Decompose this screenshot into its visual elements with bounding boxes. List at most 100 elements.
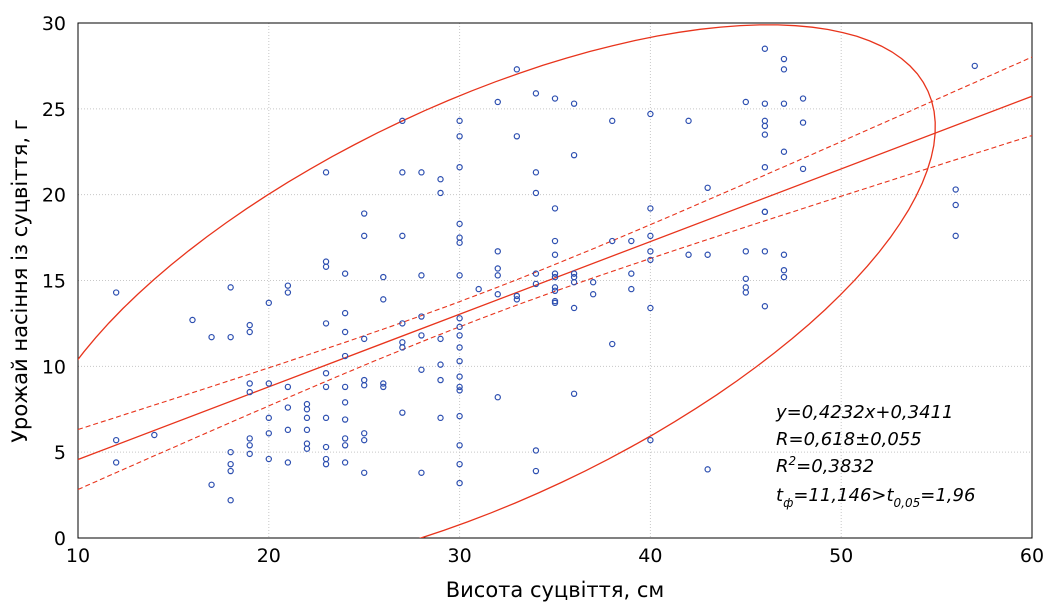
data-point [780, 55, 788, 63]
data-point [551, 237, 559, 245]
data-point [361, 469, 368, 476]
data-point [303, 445, 311, 452]
data-point [303, 406, 311, 413]
data-point [456, 332, 463, 339]
data-point [513, 133, 521, 140]
data-point [227, 448, 234, 456]
data-point [647, 436, 654, 444]
data-point [112, 436, 120, 444]
data-point [284, 426, 292, 434]
data-point [437, 376, 444, 384]
data-point [361, 232, 368, 240]
data-point [742, 275, 750, 282]
determination-coefficient: R2=0,3832 [776, 454, 874, 477]
data-point [246, 388, 253, 396]
data-point [265, 380, 272, 387]
y-tick-label: 25 [42, 99, 66, 121]
data-point [303, 414, 311, 422]
fit-lines [77, 24, 1033, 538]
data-point [532, 90, 540, 97]
confidence-band-lower [77, 134, 1033, 491]
data-point [341, 442, 349, 449]
data-point [551, 299, 559, 307]
data-point [532, 169, 540, 176]
data-point [647, 232, 654, 240]
t-critical-value: =1,96 [920, 485, 975, 506]
data-point [609, 237, 616, 245]
data-point [761, 117, 769, 125]
y-tick-label: 5 [54, 442, 66, 464]
data-point [437, 176, 444, 183]
data-point [208, 481, 215, 488]
data-point [456, 220, 463, 228]
data-point [361, 210, 368, 217]
data-point [780, 267, 788, 274]
x-tick-labels: 10 20 30 40 50 60 [66, 545, 1044, 567]
data-point [456, 460, 463, 468]
data-point [570, 270, 578, 277]
data-point [971, 62, 978, 70]
data-point [303, 400, 311, 408]
t-critical-subscript: 0,05 [894, 496, 921, 510]
data-point [246, 442, 253, 449]
data-point [380, 296, 387, 303]
data-point [437, 361, 444, 368]
data-point [685, 117, 692, 125]
data-points [112, 45, 978, 504]
confidence-band-upper [77, 56, 1033, 431]
x-tick-label: 30 [448, 545, 472, 567]
data-point [570, 151, 578, 159]
data-point [570, 273, 578, 281]
data-point [513, 292, 521, 300]
data-point [761, 122, 769, 130]
data-point [418, 272, 425, 279]
data-point [399, 344, 406, 351]
data-point [742, 248, 750, 255]
data-point [112, 459, 120, 466]
data-point [303, 440, 311, 447]
data-point [456, 133, 463, 140]
data-point [227, 333, 234, 341]
data-point [742, 289, 750, 296]
t-phi-t: t [776, 485, 784, 506]
data-point [265, 414, 272, 422]
data-point [456, 412, 463, 420]
data-point [322, 263, 330, 270]
data-point [418, 313, 425, 320]
data-point [704, 184, 711, 191]
data-point [418, 366, 425, 373]
y-tick-labels: 0 5 10 15 20 25 30 [42, 13, 66, 550]
data-point [151, 431, 158, 439]
data-point [609, 117, 616, 125]
data-point [456, 344, 463, 351]
data-point [456, 239, 463, 246]
data-point [246, 328, 253, 336]
data-point [532, 280, 540, 288]
data-point [628, 270, 635, 277]
data-point [418, 169, 425, 176]
data-point [551, 273, 559, 281]
data-point [532, 467, 540, 475]
data-point [399, 409, 406, 416]
data-point [284, 383, 292, 391]
data-point [952, 232, 959, 240]
y-tick-label: 10 [42, 356, 66, 378]
data-point [761, 100, 769, 107]
data-point [799, 95, 807, 102]
data-point [341, 435, 349, 442]
plot-frame [77, 22, 1033, 539]
data-point [456, 323, 463, 331]
data-point [456, 442, 463, 449]
data-point [361, 376, 368, 384]
data-point [704, 466, 711, 473]
data-point [609, 340, 616, 348]
data-point [761, 163, 769, 171]
data-point [513, 66, 521, 73]
data-point [589, 291, 597, 298]
data-point [551, 251, 559, 258]
data-point [742, 284, 750, 291]
y-axis-title: Урожай насіння із суцвіття, г [8, 119, 32, 442]
data-point [647, 205, 654, 212]
data-point [322, 370, 330, 377]
data-point [494, 272, 501, 279]
